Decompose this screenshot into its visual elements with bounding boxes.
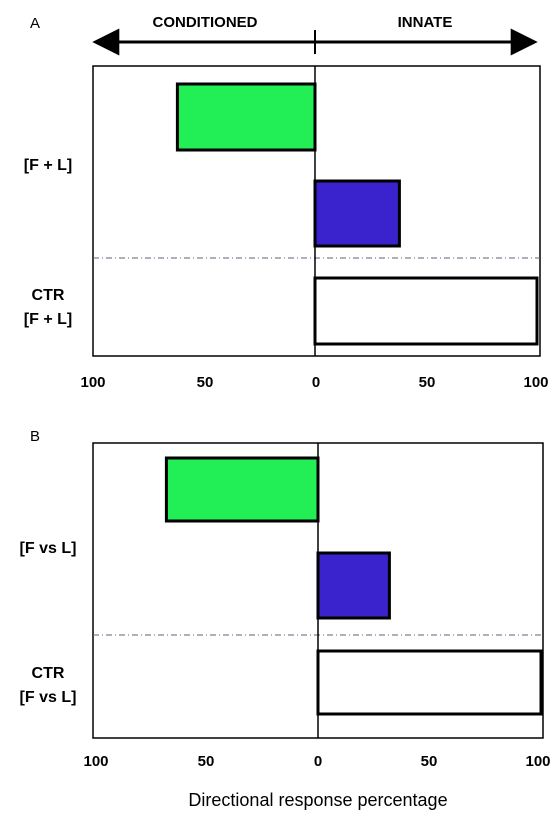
header-innate: INNATE — [398, 14, 453, 31]
x-tick-a-4: 100 — [523, 374, 548, 391]
bar-b-1 — [316, 551, 391, 620]
x-tick-b-2: 0 — [314, 753, 322, 770]
bar-a-2 — [313, 276, 539, 346]
group-label-b-0: [F vs L] — [20, 540, 77, 557]
x-ticks-b: 100 50 0 50 100 — [83, 753, 550, 770]
direction-header: CONDITIONED INNATE — [92, 14, 538, 56]
x-tick-a-1: 50 — [197, 374, 214, 391]
group-label-b-1-line2: [F vs L] — [20, 689, 77, 706]
bar-b-0 — [164, 456, 320, 523]
x-tick-a-2: 0 — [312, 374, 320, 391]
panel-a: A [F + L] CTR [F + L] 100 50 0 50 100 — [24, 15, 549, 391]
bar-b-2 — [316, 649, 543, 716]
x-ticks-a: 100 50 0 50 100 — [80, 374, 548, 391]
x-tick-b-3: 50 — [421, 753, 438, 770]
panel-b: B [F vs L] CTR [F vs L] 100 50 0 50 100 — [20, 428, 551, 770]
x-tick-b-0: 100 — [83, 753, 108, 770]
x-tick-b-4: 100 — [525, 753, 550, 770]
bar-a-0 — [175, 82, 317, 152]
group-label-a-1-line2: [F + L] — [24, 311, 72, 328]
panel-letter-a: A — [30, 15, 40, 32]
x-tick-b-1: 50 — [198, 753, 215, 770]
group-label-a-1-line1: CTR — [32, 287, 65, 304]
group-label-a-0: [F + L] — [24, 157, 72, 174]
x-axis-label: Directional response percentage — [188, 790, 447, 810]
x-tick-a-0: 100 — [80, 374, 105, 391]
bars-a — [175, 82, 539, 346]
x-tick-a-3: 50 — [419, 374, 436, 391]
header-conditioned: CONDITIONED — [153, 14, 258, 31]
panel-letter-b: B — [30, 428, 40, 445]
bar-a-1 — [313, 179, 401, 248]
group-label-b-1-line1: CTR — [32, 665, 65, 682]
